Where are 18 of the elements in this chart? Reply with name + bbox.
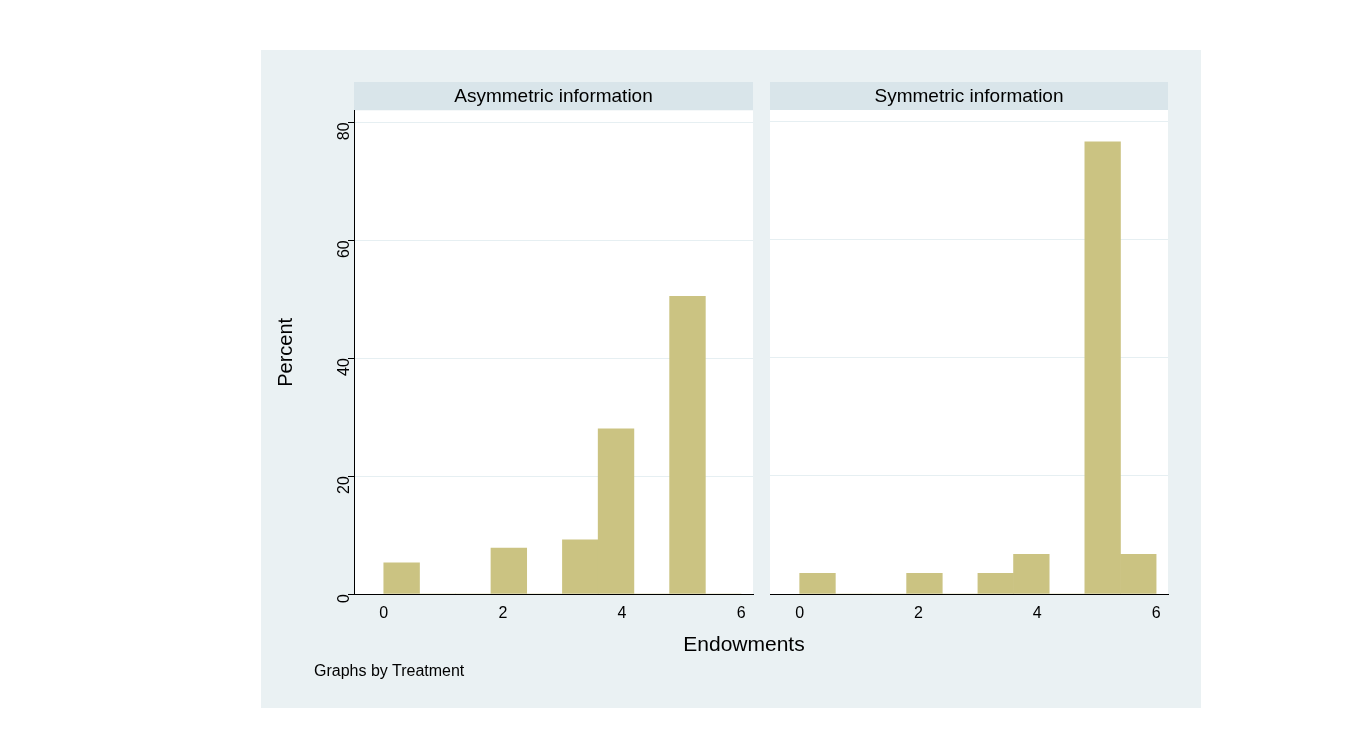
y-tick-label: 60 bbox=[335, 240, 353, 259]
x-tick-label: 4 bbox=[1032, 604, 1042, 622]
x-tick-label: 6 bbox=[1151, 604, 1161, 622]
x-tick-label: 4 bbox=[617, 604, 627, 622]
x-tick-label: 0 bbox=[795, 604, 805, 622]
y-tick-label: 20 bbox=[335, 476, 353, 494]
y-tick-label: 0 bbox=[335, 593, 353, 603]
x-tick-label: 6 bbox=[736, 604, 746, 622]
x-tick-label: 2 bbox=[914, 604, 924, 622]
x-tick-label: 0 bbox=[379, 604, 389, 622]
text: Graphs by Treatment bbox=[314, 662, 465, 680]
x-tick-label: 2 bbox=[498, 604, 508, 622]
y-axis-title: Percent bbox=[273, 317, 296, 387]
x-axis-title: Endowments bbox=[682, 632, 806, 656]
chart-title: Asymmetric information bbox=[354, 82, 753, 110]
y-tick-label: 80 bbox=[335, 122, 353, 141]
y-tick-label: 40 bbox=[335, 358, 353, 376]
chart-title: Symmetric information bbox=[770, 82, 1168, 110]
